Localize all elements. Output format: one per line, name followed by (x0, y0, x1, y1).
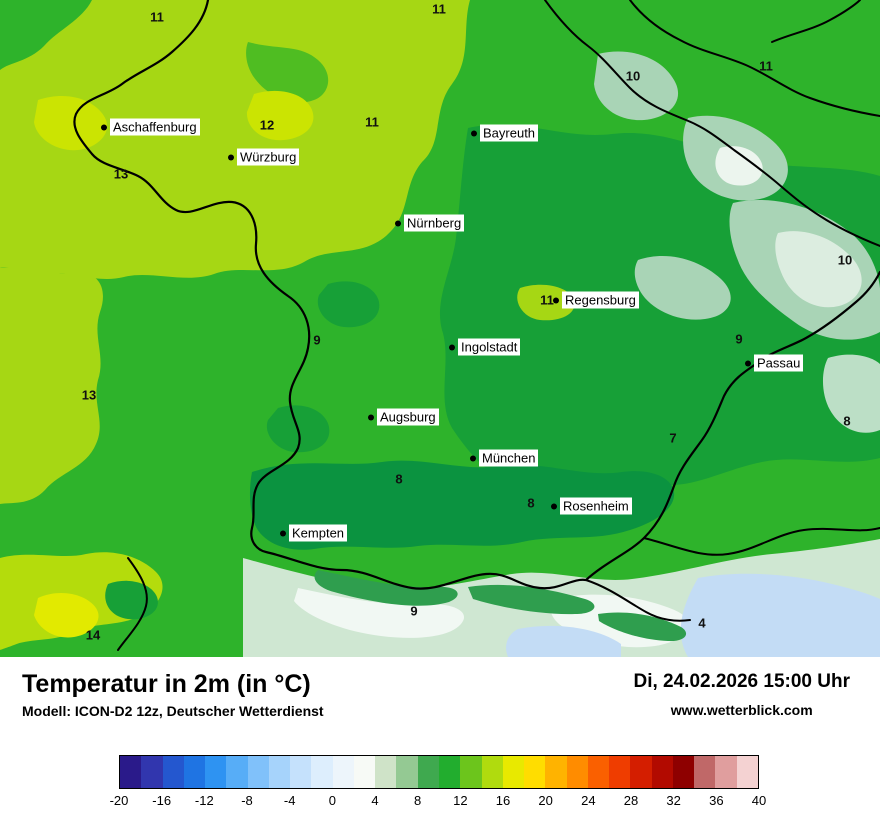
region-south-darkergreen (249, 460, 675, 550)
region-center-darkstreak-1 (317, 281, 380, 328)
colorbar-tick-label: 28 (623, 793, 639, 808)
colorbar-tick-label: -16 (152, 793, 172, 808)
colorbar-segment (715, 756, 737, 788)
region-regen-teal (634, 256, 731, 320)
region-alps-white-1 (294, 588, 465, 638)
colorbar-segment (672, 756, 695, 788)
colorbar-segment (651, 756, 673, 788)
website-url: www.wetterblick.com (670, 701, 813, 718)
colorbar-tick-label: 12 (453, 793, 468, 808)
colorbar-segment (630, 756, 652, 788)
colorbar-segment (396, 756, 418, 788)
colorbar-tick-label: 20 (538, 793, 553, 808)
colorbar-tick-label: -12 (194, 793, 214, 808)
colorbar-segment (375, 756, 397, 788)
colorbar-tick-label: -4 (283, 793, 296, 808)
temperature-map: 11 11 11 10 12 11 13 10 9 9 11 13 8 7 8 8 9 4 14 Aschaffen… (0, 0, 880, 657)
colorbar-segment (247, 756, 269, 788)
region-bright-yellow-west (34, 95, 108, 151)
colorbar-tick-label: 16 (495, 793, 511, 808)
region-right-edge-teal (822, 354, 880, 433)
temperature-colorbar: -20 -16 -12 -8 -4 0 4 8 12 16 20 24 28 32 36 40 (110, 755, 767, 811)
colorbar-segment (353, 756, 376, 788)
colorbar-segment (481, 756, 503, 788)
colorbar-tick-label: 32 (666, 793, 681, 808)
colorbar-tick-label: 8 (414, 793, 422, 808)
model-info: Modell: ICON-D2 12z, Deutscher Wetterdie… (22, 703, 324, 720)
region-bottomleft-yellow (34, 593, 99, 638)
region-alps-ridge-3 (598, 612, 687, 642)
colorbar-segment (438, 756, 461, 788)
colorbar-segment (268, 756, 291, 788)
colorbar-tick-labels: -20 -16 -12 -8 -4 0 4 8 12 16 20 24 28 32 36 40 (110, 793, 767, 811)
colorbar-tick-label: 36 (709, 793, 724, 808)
map-canvas (0, 0, 880, 657)
region-alps-ridge-1 (314, 570, 458, 606)
colorbar-tick-label: 40 (751, 793, 767, 808)
page-title: Temperatur in 2m (in °C) (22, 670, 311, 698)
colorbar-segment (609, 756, 631, 788)
colorbar-tick-label: 4 (371, 793, 379, 808)
region-northwest-yellowgreen (0, 0, 470, 279)
colorbar-tick-label: -20 (109, 793, 129, 808)
colorbar-segment (460, 756, 482, 788)
region-green-streak (246, 42, 329, 103)
region-border-white-spot (715, 146, 763, 186)
colorbar-segment (332, 756, 354, 788)
region-alps-lightblue-2 (506, 625, 621, 657)
forecast-datetime: Di, 24.02.2026 15:00 Uhr (633, 671, 850, 692)
region-alps-ridge-2 (468, 584, 595, 615)
region-left-edge-yellowgreen (0, 267, 103, 504)
border-czech (544, 0, 880, 247)
colorbar-segment (120, 756, 142, 788)
colorbar-segment (226, 756, 248, 788)
colorbar-tick-label: -8 (241, 793, 253, 808)
border-austria-southeast (585, 579, 691, 622)
colorbar-segment (162, 756, 184, 788)
border-saxony (629, 0, 880, 117)
colorbar-segment (311, 756, 333, 788)
colorbar-segment (502, 756, 525, 788)
map-footer: Temperatur in 2m (in °C) Modell: ICON-D2… (0, 657, 880, 830)
footer-header: Temperatur in 2m (in °C) Modell: ICON-D2… (0, 657, 880, 720)
region-bayerischer-wald-palecore (775, 231, 862, 308)
colorbar-segment (694, 756, 716, 788)
border-bavaria (73, 0, 880, 590)
colorbar-segment (290, 756, 312, 788)
colorbar-segment (205, 756, 227, 788)
colorbar-tick-label: 24 (581, 793, 596, 808)
border-bodensee (117, 557, 148, 651)
colorbar-segment (417, 756, 439, 788)
region-fichtelgebirge-teal (594, 51, 679, 121)
region-bright-yellow-franken (246, 90, 314, 141)
colorbar-segment (736, 756, 758, 788)
border-northeast-spur (771, 0, 861, 43)
colorbar-segment (587, 756, 610, 788)
colorbar-segment (545, 756, 567, 788)
colorbar-segment (524, 756, 546, 788)
colorbar-tick-label: 0 (328, 793, 336, 808)
colorbar-segments (119, 755, 759, 789)
colorbar-segment (141, 756, 163, 788)
region-topleft-green-corner (0, 0, 92, 70)
border-salzburg (643, 527, 880, 556)
region-alps-lightblue-1 (680, 573, 880, 657)
colorbar-segment (566, 756, 588, 788)
colorbar-segment (183, 756, 206, 788)
region-regensburg-yellowgreen-spot (517, 284, 575, 321)
